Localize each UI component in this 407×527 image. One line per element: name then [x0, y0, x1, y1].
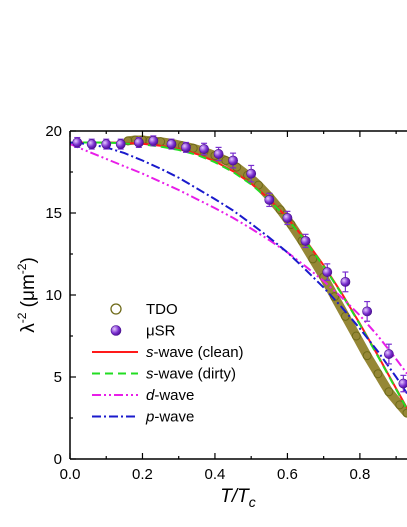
legend-label-rest: -wave (clean) — [154, 344, 244, 361]
series-musr-point — [264, 194, 275, 205]
plot-layer — [70, 135, 407, 418]
legend-label: p-wave — [145, 409, 194, 426]
x-axis-title: T/Tc — [220, 486, 256, 510]
series-musr-point — [133, 137, 144, 148]
legend-label-rest: -wave — [154, 409, 194, 426]
legend-label-italic: d — [146, 387, 155, 404]
series-tdo-point — [351, 331, 361, 341]
series-line-s-wavedirty — [70, 141, 407, 410]
x-axis-title-main: T/T — [220, 486, 250, 507]
series-line-p-wave — [70, 141, 407, 394]
series-musr-point — [166, 139, 177, 150]
y-axis-title-close: ) — [18, 257, 39, 263]
legend-label-italic: s — [146, 366, 154, 383]
x-tick-label: 0.8 — [349, 466, 370, 483]
series-tdo-point — [373, 369, 383, 379]
series-musr-point — [340, 276, 351, 287]
legend-label: s-wave (dirty) — [146, 366, 236, 383]
legend-label: μSR — [146, 323, 176, 340]
series-musr-point — [115, 139, 126, 150]
series-musr-point — [300, 235, 311, 246]
y-axis-title-unit: (μm — [18, 274, 39, 312]
series-musr-point — [228, 155, 238, 166]
series-tdo-point — [275, 205, 285, 215]
series-tdo-point — [402, 408, 407, 418]
y-tick-label: 20 — [45, 123, 62, 140]
series-musr-point — [181, 142, 191, 153]
legend-label: d-wave — [146, 387, 194, 404]
series-tdo-band — [123, 135, 407, 418]
y-axis-title-main: λ — [18, 323, 39, 333]
y-axis-title-sup: -2 — [15, 312, 29, 323]
x-tick-label: 0.0 — [60, 466, 81, 483]
series-musr-point — [72, 137, 83, 148]
x-tick-label: 0.4 — [205, 466, 226, 483]
series-tdo-point — [362, 351, 372, 361]
series-musr-point — [101, 139, 112, 150]
y-axis-title-unit-sup: -2 — [15, 263, 29, 274]
series-musr-point — [148, 135, 159, 146]
legend-label-italic: s — [146, 344, 154, 361]
legend-key-sr — [110, 325, 122, 336]
series-tdo-point — [308, 254, 318, 264]
legend-label-rest: -wave (dirty) — [154, 366, 237, 383]
legend-label-italic: p — [145, 409, 154, 426]
x-tick-label: 0.2 — [132, 466, 153, 483]
legend-label-rest: -wave — [154, 387, 194, 404]
series-musr-point — [383, 349, 394, 359]
legend-key-tdo — [110, 303, 122, 315]
series-musr-point — [322, 267, 333, 277]
legend-label: s-wave (clean) — [146, 344, 244, 361]
series-musr-point — [213, 149, 224, 159]
series-tdo-point — [384, 387, 394, 397]
series-line-s-waveclean — [70, 141, 407, 409]
series-musr-point — [398, 378, 407, 389]
y-tick-label: 0 — [54, 451, 62, 468]
y-axis-title: λ-2 (μm-2) — [15, 257, 39, 333]
y-tick-label: 15 — [45, 205, 62, 222]
series-line-d-wave — [70, 143, 407, 375]
y-tick-label: 10 — [45, 287, 62, 304]
legend-label: TDO — [146, 301, 178, 318]
axes-layer: 0.0 0.2 0.4 0.6 0.8 0 5 10 15 20 — [45, 123, 407, 483]
x-tick-label: 0.6 — [277, 466, 298, 483]
series-musr-point — [246, 168, 257, 179]
y-tick-label: 5 — [54, 369, 62, 386]
series-musr-point — [282, 213, 293, 223]
series-musr-point — [86, 139, 97, 150]
series-musr-point — [362, 306, 373, 317]
series-musr-point — [199, 144, 209, 154]
x-axis-title-sub: c — [249, 494, 256, 510]
data-group — [70, 135, 407, 418]
